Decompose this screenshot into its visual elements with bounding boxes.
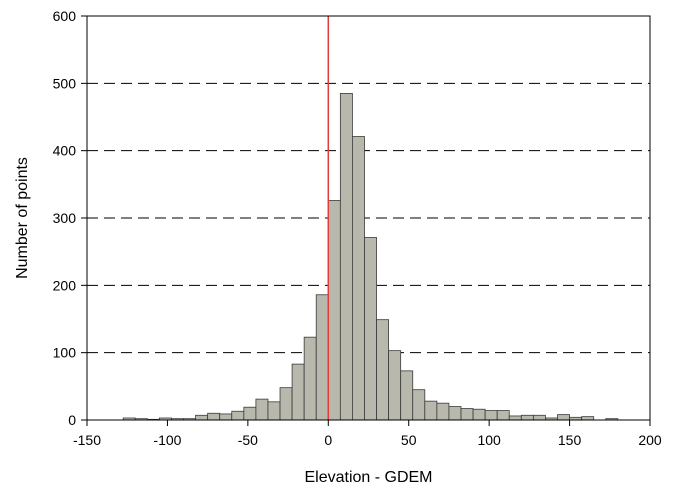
histogram-bar [279, 387, 293, 421]
histogram-bar [352, 136, 365, 421]
histogram-bar [243, 406, 257, 421]
y-tick-label: 300 [53, 210, 77, 226]
x-tick-label: -100 [153, 432, 181, 448]
histogram-bar [581, 416, 595, 421]
histogram-bar [436, 402, 450, 421]
y-axis-ticks: 0 100 200 300 400 500 600 [53, 8, 87, 428]
y-tick-label: 100 [53, 345, 77, 361]
histogram-bar [267, 401, 281, 421]
x-tick-label: 0 [324, 432, 332, 448]
histogram-bar [231, 410, 245, 421]
histogram-bar [291, 363, 305, 421]
histogram-bar [448, 406, 462, 421]
histogram-bar [388, 350, 402, 421]
histogram-bar [195, 414, 209, 421]
histogram-bar [520, 414, 534, 421]
histogram-bar [557, 414, 570, 421]
y-tick-label: 600 [53, 8, 77, 24]
histogram-bar [460, 408, 474, 421]
histogram-bar [376, 319, 390, 421]
x-tick-label: -50 [238, 432, 258, 448]
y-tick-label: 500 [53, 75, 77, 91]
histogram-bar [315, 294, 329, 421]
x-tick-label: 50 [401, 432, 417, 448]
y-tick-label: 200 [53, 277, 77, 293]
x-tick-label: -150 [73, 432, 101, 448]
histogram-bar [303, 336, 317, 421]
gridlines [87, 82, 650, 354]
histogram-bar [472, 408, 486, 421]
histogram-bar [424, 400, 438, 421]
y-tick-label: 400 [53, 143, 77, 159]
x-axis-ticks: -150 -100 -50 0 50 100 150 200 [73, 420, 662, 448]
histogram-bars [122, 93, 619, 421]
histogram-bar [207, 412, 221, 421]
histogram-bar [412, 389, 426, 421]
histogram-bar [532, 414, 546, 421]
x-axis-title: Elevation - GDEM [304, 469, 432, 486]
histogram-bar [508, 415, 522, 421]
y-tick-label: 0 [68, 412, 76, 428]
histogram-bar [364, 237, 377, 421]
x-tick-label: 150 [558, 432, 582, 448]
histogram-bar [400, 370, 414, 421]
histogram-bar [255, 398, 269, 421]
histogram-bar [339, 93, 353, 421]
y-axis-title: Number of points [14, 157, 31, 279]
histogram-bar [484, 410, 498, 421]
x-tick-label: 100 [477, 432, 501, 448]
histogram-bar [219, 413, 233, 421]
histogram-bar [327, 200, 341, 421]
x-tick-label: 200 [638, 432, 662, 448]
histogram-bar [496, 410, 510, 421]
